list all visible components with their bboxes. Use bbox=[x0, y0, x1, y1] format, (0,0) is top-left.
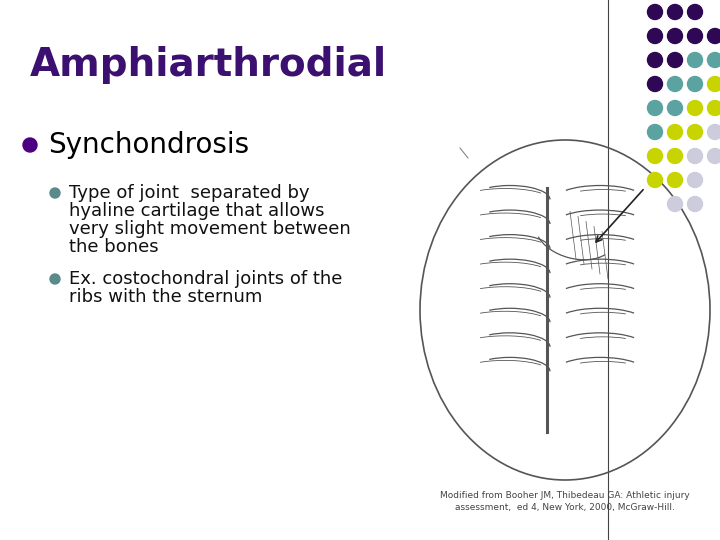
Circle shape bbox=[667, 29, 683, 44]
Text: ribs with the sternum: ribs with the sternum bbox=[69, 288, 262, 306]
Circle shape bbox=[688, 148, 703, 164]
Text: Type of joint  separated by: Type of joint separated by bbox=[69, 184, 310, 202]
Circle shape bbox=[647, 29, 662, 44]
Text: the bones: the bones bbox=[69, 238, 158, 256]
Circle shape bbox=[667, 100, 683, 116]
Text: Amphiarthrodial: Amphiarthrodial bbox=[30, 46, 387, 84]
Text: Synchondrosis: Synchondrosis bbox=[48, 131, 249, 159]
Circle shape bbox=[688, 52, 703, 68]
Circle shape bbox=[708, 148, 720, 164]
Circle shape bbox=[688, 172, 703, 187]
Circle shape bbox=[667, 52, 683, 68]
Circle shape bbox=[667, 77, 683, 91]
Circle shape bbox=[708, 52, 720, 68]
Circle shape bbox=[23, 138, 37, 152]
Circle shape bbox=[708, 77, 720, 91]
Circle shape bbox=[647, 125, 662, 139]
Circle shape bbox=[688, 4, 703, 19]
Circle shape bbox=[667, 148, 683, 164]
Circle shape bbox=[647, 148, 662, 164]
Circle shape bbox=[667, 125, 683, 139]
Text: hyaline cartilage that allows: hyaline cartilage that allows bbox=[69, 202, 325, 220]
Circle shape bbox=[667, 197, 683, 212]
Circle shape bbox=[647, 77, 662, 91]
Circle shape bbox=[647, 4, 662, 19]
Circle shape bbox=[708, 29, 720, 44]
Circle shape bbox=[647, 52, 662, 68]
Circle shape bbox=[50, 274, 60, 284]
Circle shape bbox=[50, 188, 60, 198]
Circle shape bbox=[688, 29, 703, 44]
Circle shape bbox=[708, 100, 720, 116]
Circle shape bbox=[647, 172, 662, 187]
Circle shape bbox=[688, 125, 703, 139]
Circle shape bbox=[688, 100, 703, 116]
Circle shape bbox=[667, 172, 683, 187]
Text: Modified from Booher JM, Thibedeau GA: Athletic injury
assessment,  ed 4, New Yo: Modified from Booher JM, Thibedeau GA: A… bbox=[440, 491, 690, 512]
Circle shape bbox=[688, 197, 703, 212]
Text: very slight movement between: very slight movement between bbox=[69, 220, 351, 238]
Circle shape bbox=[647, 100, 662, 116]
Circle shape bbox=[688, 77, 703, 91]
Text: Ex. costochondral joints of the: Ex. costochondral joints of the bbox=[69, 270, 343, 288]
Circle shape bbox=[708, 125, 720, 139]
Circle shape bbox=[667, 4, 683, 19]
